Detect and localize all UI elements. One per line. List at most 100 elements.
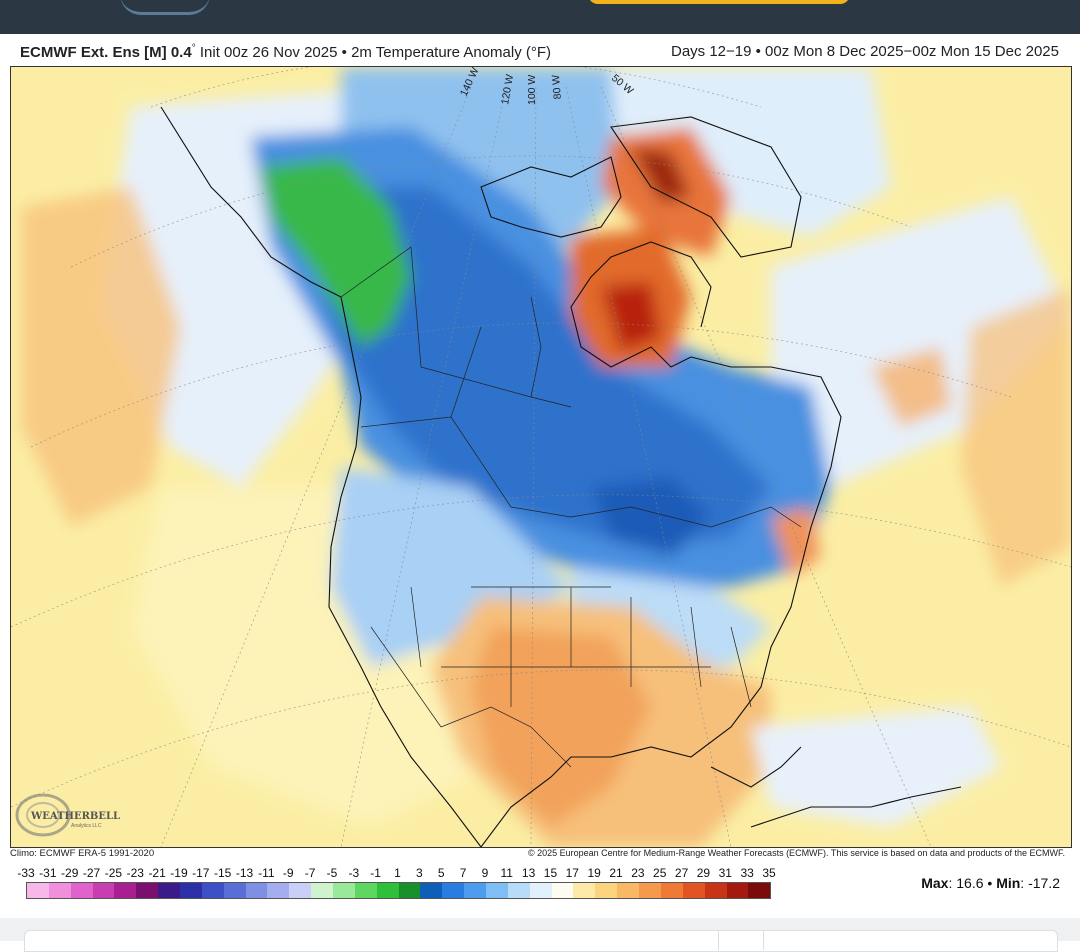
- variable-name: 2m Temperature Anomaly (°F): [351, 44, 552, 61]
- color-swatch: [311, 883, 334, 898]
- color-scale-tick: -1: [370, 866, 381, 880]
- color-swatch: [726, 883, 749, 898]
- color-swatch: [70, 883, 93, 898]
- color-scale-tick: 7: [459, 866, 467, 880]
- color-swatch: [92, 883, 115, 898]
- min-value: : -17.2: [1020, 875, 1060, 891]
- valid-period: Days 12−19 • 00z Mon 8 Dec 2025−00z Mon …: [670, 43, 1059, 60]
- bottom-card-tab[interactable]: [718, 930, 764, 950]
- color-swatch: [704, 883, 727, 898]
- color-swatch: [158, 883, 181, 898]
- caribbean-pale: [751, 707, 1001, 827]
- atlantic-coast-warm: [771, 507, 821, 577]
- weatherbell-logo: WEATHERBELL Analytics LLC: [15, 793, 120, 837]
- color-scale-tick: -7: [304, 866, 316, 880]
- color-swatch: [595, 883, 618, 898]
- color-scale-tick: 33: [740, 866, 754, 880]
- color-scale-tick: 5: [437, 866, 445, 880]
- atlantic-pale-zone: [771, 197, 1071, 487]
- bottom-panel: [0, 918, 1080, 952]
- map-header: ECMWF Ext. Ens [M] 0.4° Init 00z 26 Nov …: [0, 36, 1080, 66]
- anomaly-map[interactable]: 140 W 120 W 100 W 80 W 50 W WEATHERBELL …: [10, 66, 1072, 848]
- color-scale-tick: -19: [170, 866, 188, 880]
- color-scale-tick: -31: [39, 866, 57, 880]
- color-swatch: [551, 883, 574, 898]
- color-scale-ticks: -33 -31 -29 -27 -25 -23 -21 -19 -17 -15 -13 -11 -9 -7…: [17, 866, 778, 880]
- color-scale-tick: -27: [82, 866, 101, 880]
- color-scale-tick: 21: [609, 866, 623, 880]
- color-scale-tick: 23: [631, 866, 645, 880]
- color-scale: -33 -31 -29 -27 -25 -23 -21 -19 -17 -15 -13 -11 -9 -7…: [17, 866, 778, 906]
- color-scale-tick: 9: [481, 866, 489, 880]
- init-time: Init 00z 26 Nov 2025: [199, 44, 338, 61]
- color-scale-tick: 31: [718, 866, 732, 880]
- color-scale-tick: 1: [394, 866, 401, 880]
- svg-text:WEATHERBELL: WEATHERBELL: [30, 811, 120, 822]
- color-swatch: [223, 883, 246, 898]
- color-scale-tick: 25: [653, 866, 667, 880]
- coastlines: [160, 106, 962, 847]
- color-scale-tick: 15: [543, 866, 558, 880]
- texas-warm-core: [471, 627, 651, 827]
- lon-label-120w: 120 W: [499, 73, 516, 105]
- color-scale-bar: [26, 882, 771, 899]
- climatology-note: Climo: ECMWF ERA-5 1991-2020: [10, 848, 155, 859]
- color-swatch: [748, 883, 771, 898]
- color-swatch: [639, 883, 661, 898]
- color-swatch: [136, 883, 159, 898]
- bottom-card: [24, 930, 1058, 952]
- copyright-note: © 2025 European Centre for Medium-Range …: [527, 848, 1065, 858]
- color-swatch: [442, 883, 465, 898]
- color-swatch: [27, 883, 49, 898]
- graticule: [11, 67, 1071, 847]
- color-swatch: [114, 883, 137, 898]
- atlantic-warm-patch: [961, 287, 1071, 587]
- top-app-bar: [0, 0, 1080, 34]
- color-scale-tick: 29: [696, 866, 711, 880]
- map-title: ECMWF Ext. Ens [M] 0.4° Init 00z 26 Nov …: [20, 43, 552, 61]
- color-swatch: [660, 883, 683, 898]
- color-swatch: [245, 883, 268, 898]
- color-swatch: [376, 883, 399, 898]
- baffin-warm-core: [631, 147, 691, 202]
- color-scale-tick: -9: [282, 866, 294, 880]
- map-canvas: 140 W 120 W 100 W 80 W 50 W WEATHERBELL …: [11, 67, 1071, 847]
- east-pacific-yellow: [131, 487, 491, 827]
- color-scale-tick: 11: [500, 866, 513, 880]
- color-swatch: [398, 883, 421, 898]
- color-scale-tick: -23: [126, 866, 144, 880]
- color-swatch: [573, 883, 596, 898]
- color-swatch: [333, 883, 355, 898]
- color-swatch: [180, 883, 202, 898]
- great-lakes-cold-core: [591, 477, 711, 557]
- color-swatch: [48, 883, 71, 898]
- color-swatch: [289, 883, 312, 898]
- color-scale-tick: 13: [521, 866, 536, 880]
- color-swatch: [464, 883, 487, 898]
- color-scale-tick: -17: [192, 866, 210, 880]
- color-scale-tick: -29: [61, 866, 79, 880]
- color-scale-tick: 35: [762, 866, 776, 880]
- color-scale-tick: 27: [674, 866, 689, 880]
- color-swatch: [682, 883, 705, 898]
- color-scale-tick: -25: [104, 866, 123, 880]
- max-min-readout: Max: 16.6 • Min: -17.2: [921, 875, 1060, 891]
- max-value: : 16.6: [948, 875, 984, 891]
- color-scale-tick: 19: [587, 866, 601, 880]
- color-scale-tick: 3: [416, 866, 423, 880]
- color-swatch: [354, 883, 377, 898]
- color-swatch: [507, 883, 530, 898]
- logo-swoosh-icon: [120, 0, 210, 15]
- subscribe-pill-button[interactable]: [588, 0, 850, 4]
- color-scale-tick: 17: [565, 866, 579, 880]
- color-scale-tick: -15: [214, 866, 232, 880]
- color-scale-tick: -11: [258, 866, 275, 880]
- lon-label-100w: 100 W: [526, 75, 538, 105]
- color-swatch: [529, 883, 552, 898]
- political-borders: [340, 246, 802, 768]
- color-scale-tick: -3: [348, 866, 360, 880]
- model-name: ECMWF Ext. Ens [M] 0.4: [20, 44, 192, 61]
- svg-text:Analytics LLC: Analytics LLC: [71, 823, 102, 829]
- color-swatch: [617, 883, 640, 898]
- atlantic-warm-spot: [871, 347, 951, 427]
